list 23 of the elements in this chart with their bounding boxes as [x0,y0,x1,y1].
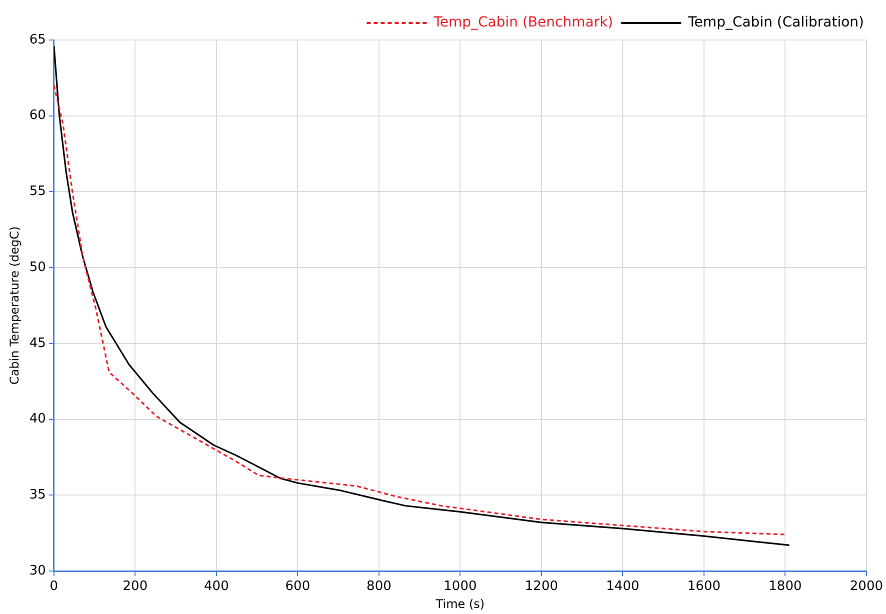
x-tick-label: 1400 [606,579,640,594]
y-tick-label: 50 [29,260,46,275]
x-tick-label: 1000 [444,579,477,594]
x-tick-label: 2000 [850,579,884,594]
y-tick-label: 65 [29,32,46,48]
x-tick-label: 1200 [524,579,558,594]
x-tick-label: 1800 [768,579,802,594]
x-tick-label: 200 [122,579,148,594]
x-tick-label: 400 [204,579,229,594]
y-tick-label: 40 [29,412,46,427]
y-tick-label: 45 [29,336,46,351]
y-axis-title: Cabin Temperature (degC) [7,226,22,385]
x-axis-title: Time (s) [434,596,485,611]
x-tick-label: 800 [366,579,392,594]
x-tick-label: 1600 [687,579,720,594]
x-tick-label: 0 [50,579,58,594]
y-tick-label: 55 [29,184,46,200]
legend-label: Temp_Cabin (Benchmark) [432,14,614,31]
y-tick-label: 35 [29,488,46,503]
y-tick-label: 30 [29,563,46,578]
y-tick-label: 60 [29,108,46,124]
x-tick-label: 600 [285,579,310,594]
legend-label: Temp_Cabin (Calibration) [687,14,864,31]
